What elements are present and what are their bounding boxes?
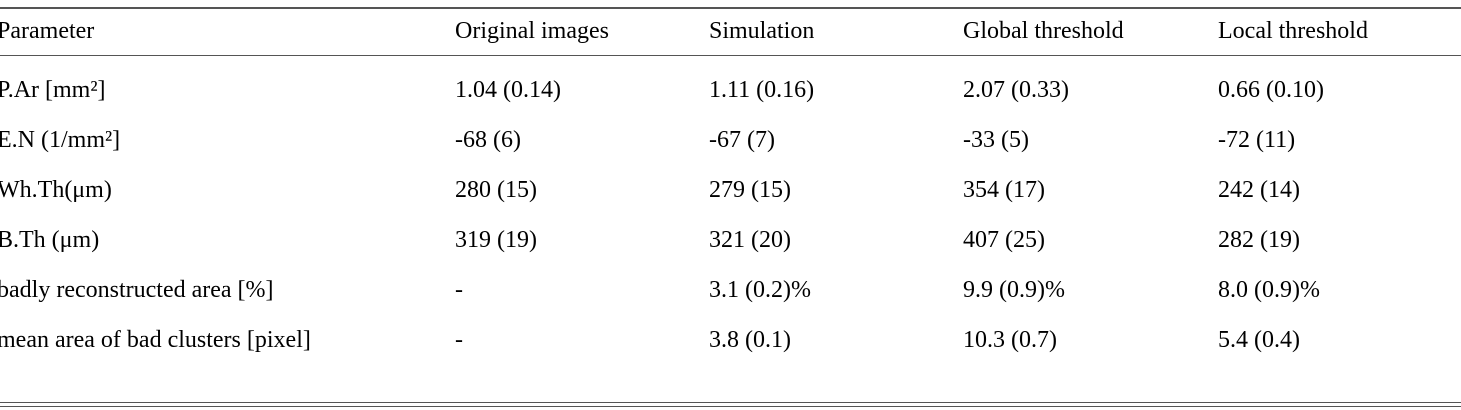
header-rule (0, 55, 1461, 56)
table-cell: 242 (14) (1218, 177, 1300, 203)
table-cell: 8.0 (0.9)% (1218, 277, 1320, 303)
top-rule (0, 7, 1461, 9)
bottom-rule (0, 402, 1461, 403)
table-cell: 1.11 (0.16) (709, 77, 815, 103)
row-label: P.Ar [mm²] (0, 77, 106, 103)
table-cell: -33 (5) (963, 127, 1029, 153)
header-cell: Simulation (709, 18, 815, 44)
table-cell: 3.8 (0.1) (709, 327, 791, 353)
header-cell: Global threshold (963, 18, 1124, 44)
table-cell: 354 (17) (963, 177, 1045, 203)
table-cell: - (455, 327, 463, 353)
row-label: E.N (1/mm²] (0, 127, 121, 153)
table-cell: 3.1 (0.2)% (709, 277, 811, 303)
table-cell: 5.4 (0.4) (1218, 327, 1300, 353)
table-cell: 279 (15) (709, 177, 791, 203)
table-cell: -68 (6) (455, 127, 521, 153)
table-cell: 10.3 (0.7) (963, 327, 1057, 353)
row-label: B.Th (μm) (0, 227, 100, 253)
table-cell: 319 (19) (455, 227, 537, 253)
row-label: mean area of bad clusters [pixel] (0, 327, 311, 353)
bottom-rule (0, 406, 1461, 407)
table-cell: 2.07 (0.33) (963, 77, 1069, 103)
table-cell: 9.9 (0.9)% (963, 277, 1065, 303)
table-cell: -72 (11) (1218, 127, 1296, 153)
table-cell: 282 (19) (1218, 227, 1300, 253)
header-cell: Original images (455, 18, 609, 44)
table-cell: -67 (7) (709, 127, 775, 153)
header-cell: Local threshold (1218, 18, 1368, 44)
header-cell: Parameter (0, 18, 95, 44)
table-cell: 321 (20) (709, 227, 791, 253)
table-cell: - (455, 277, 463, 303)
table-cell: 407 (25) (963, 227, 1045, 253)
table-cell: 1.04 (0.14) (455, 77, 561, 103)
table-cell: 0.66 (0.10) (1218, 77, 1324, 103)
row-label: badly reconstructed area [%] (0, 277, 274, 303)
table-cell: 280 (15) (455, 177, 537, 203)
row-label: Wh.Th(μm) (0, 177, 112, 203)
